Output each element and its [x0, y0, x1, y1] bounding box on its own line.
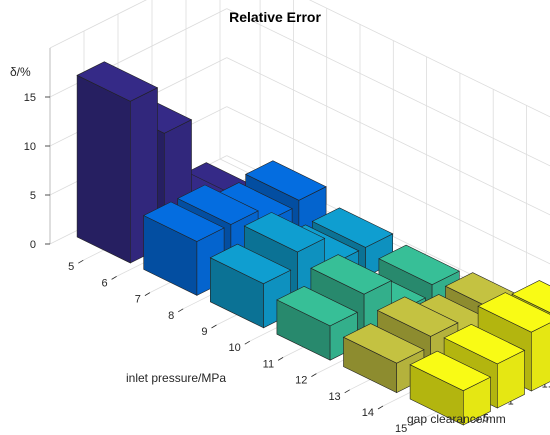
bar-top-face [76, 61, 159, 102]
wall-grid-line [226, 57, 550, 216]
y-tick-label: 1 [508, 396, 514, 408]
wall-grid-line [226, 8, 550, 167]
bars-layer [76, 61, 550, 426]
chart-title: Relative Error [229, 9, 321, 25]
x-tick-label: 8 [168, 310, 174, 322]
wall-grid-line [308, 0, 550, 118]
x-tick-label: 11 [263, 358, 274, 370]
bar-top-face [342, 323, 425, 364]
bar-top-face [143, 201, 225, 242]
z-tick-label: 5 [30, 190, 36, 202]
x-tick-label: 10 [229, 342, 241, 354]
x-tick-mark [144, 292, 151, 296]
bar-top-face [376, 296, 459, 337]
x-tick-label: 7 [135, 294, 141, 306]
x-tick-label: 12 [295, 375, 307, 387]
x-tick-label: 6 [101, 277, 107, 289]
x-tick-mark [244, 340, 251, 345]
x-tick-label: 14 [362, 407, 374, 419]
x-tick-label: 15 [395, 423, 407, 435]
z-tick-label: 10 [24, 141, 36, 153]
bar-front-face [76, 74, 131, 264]
bar-top-face [443, 323, 526, 365]
z-axis-label: δ/% [10, 65, 31, 79]
x-tick-label: 13 [328, 391, 340, 403]
bar-side-face [530, 322, 550, 392]
x-tick-mark [277, 357, 284, 361]
bar-top-face [276, 285, 358, 327]
x-tick-mark [211, 324, 217, 329]
bar-top-face [378, 244, 460, 286]
x-tick-mark [311, 373, 317, 377]
bar-top-face [177, 184, 259, 225]
bar-top-face [477, 292, 550, 333]
bar-top-face [511, 280, 550, 313]
bar-top-face [311, 207, 394, 248]
x-tick-label: 9 [201, 326, 207, 338]
bar-top-face [409, 350, 492, 392]
x-tick-mark [177, 308, 184, 313]
wall-grid-line [226, 106, 550, 265]
x-axis-label: inlet pressure/MPa [126, 371, 226, 385]
z-tick-label: 0 [30, 239, 36, 251]
wall-grid-line [49, 0, 147, 49]
x-tick-mark [411, 421, 417, 426]
y-axis-label: gap clearance/mm [407, 412, 506, 426]
z-tick-label: 15 [24, 92, 36, 104]
bar-top-face [243, 212, 326, 253]
x-tick-mark [111, 276, 117, 280]
x-tick-mark [78, 259, 84, 264]
bar [76, 61, 159, 264]
x-tick-label: 5 [68, 261, 74, 273]
bar-top-face [310, 254, 392, 295]
bar [409, 350, 492, 426]
bar [209, 243, 292, 329]
y-tick-label: 1.5 [542, 379, 550, 391]
x-tick-mark [344, 389, 350, 394]
bar-top-face [245, 160, 327, 201]
x-tick-mark [377, 405, 384, 410]
bar [276, 285, 358, 361]
bar-top-face [209, 243, 292, 285]
